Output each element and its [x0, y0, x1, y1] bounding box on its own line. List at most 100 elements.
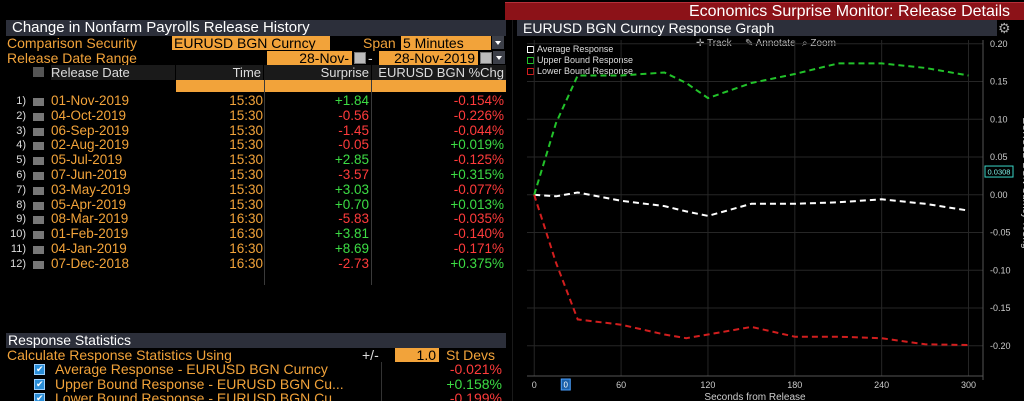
calc-stats-label: Calculate Response Statistics Using — [7, 347, 232, 363]
surprise-cell: +8.69 — [334, 240, 369, 256]
table-row[interactable]: 11) 04-Jan-2019 16:30 +8.69 -0.171% — [0, 240, 510, 257]
release-date-cell: 02-Aug-2019 — [51, 137, 130, 153]
column-divider — [371, 80, 372, 285]
table-row[interactable]: 12) 07-Dec-2018 16:30 -2.73 +0.375% — [0, 255, 510, 272]
legend-item[interactable]: Lower Bound Response — [527, 66, 633, 77]
release-table: 1) 01-Nov-2019 15:30 +1.84 -0.154% 2) 04-Oct-2… — [0, 93, 510, 272]
time-cell: 16:30 — [229, 255, 263, 271]
row-checkbox[interactable] — [33, 186, 44, 195]
current-value-text: 0.0308 — [988, 168, 1011, 177]
column-header-chg[interactable]: EURUSD BGN %Chg — [372, 65, 506, 80]
row-checkbox[interactable] — [33, 245, 44, 254]
surprise-filter-strip[interactable] — [265, 80, 371, 92]
table-row[interactable]: 2) 04-Oct-2019 15:30 -0.56 -0.226% — [0, 107, 510, 124]
row-number: 7) — [16, 183, 26, 196]
response-chart[interactable]: -0.20 -0.15 -0.10 -0.05 0.00 0.05 0.10 0.15 0.20… — [513, 20, 1024, 401]
chg-cell: +0.375% — [450, 255, 504, 271]
column-divider — [381, 376, 382, 392]
row-checkbox[interactable] — [33, 260, 44, 269]
x-tick-label: 300 — [961, 380, 976, 390]
upper-bound-checkbox[interactable] — [34, 377, 45, 391]
stats-row-value: +0.158% — [446, 375, 502, 392]
legend-item[interactable]: Average Response — [527, 44, 633, 55]
chg-cell: -0.226% — [453, 107, 504, 123]
table-row[interactable]: 10) 01-Feb-2019 16:30 +3.81 -0.140% — [0, 226, 510, 242]
column-header-release-date[interactable]: Release Date — [51, 65, 175, 80]
comparison-security-label: Comparison Security — [7, 35, 137, 51]
release-date-cell: 04-Oct-2019 — [51, 107, 127, 123]
response-graph-panel: EURUSD BGN Curncy Response Graph ⚙ ✛ Tra… — [512, 20, 1024, 401]
range-dropdown-icon[interactable] — [493, 51, 505, 64]
release-date-cell: 04-Jan-2019 — [51, 240, 127, 256]
chg-cell: -0.077% — [453, 181, 504, 197]
column-header-surprise[interactable]: Surprise — [264, 65, 371, 80]
row-checkbox[interactable] — [33, 231, 44, 240]
release-date-cell: 05-Jul-2019 — [51, 152, 123, 168]
gear-icon[interactable]: ⚙ — [998, 20, 1011, 36]
stats-row-value: -0.021% — [449, 361, 502, 377]
time-cell: 16:30 — [229, 211, 263, 227]
legend-item[interactable]: Upper Bound Response — [527, 55, 633, 66]
row-number: 11) — [10, 242, 26, 255]
y-tick-label: 0.20 — [990, 39, 1008, 49]
select-all-checkbox[interactable] — [33, 67, 44, 77]
time-filter-strip[interactable] — [176, 80, 264, 92]
row-checkbox[interactable] — [33, 171, 44, 180]
y-tick-label: 0.10 — [990, 114, 1008, 124]
row-checkbox[interactable] — [33, 142, 44, 151]
lower-bound-checkbox[interactable] — [34, 391, 45, 401]
span-field[interactable]: 5 Minutes — [401, 36, 491, 50]
time-cell: 16:30 — [229, 240, 263, 256]
x-cursor-tag — [560, 378, 571, 391]
surprise-cell: +3.81 — [334, 226, 369, 242]
release-date-cell: 07-Jun-2019 — [51, 166, 127, 182]
time-cell: 15:30 — [229, 196, 263, 212]
average-response-checkbox[interactable] — [34, 362, 45, 377]
table-row[interactable]: 4) 02-Aug-2019 15:30 -0.05 +0.019% — [0, 138, 510, 153]
row-checkbox[interactable] — [33, 216, 44, 225]
row-checkbox[interactable] — [33, 127, 44, 136]
row-checkbox[interactable] — [33, 157, 44, 166]
comparison-security-field[interactable]: EURUSD BGN Curncy — [172, 36, 330, 50]
row-checkbox[interactable] — [33, 201, 44, 210]
table-row[interactable]: 6) 07-Jun-2019 15:30 -3.57 +0.315% — [0, 166, 510, 183]
chg-cell: -0.125% — [453, 152, 504, 168]
y-axis-title: EURUSD BGN Curncy %Chg — [1020, 117, 1024, 248]
surprise-cell: -3.57 — [338, 166, 369, 182]
stats-row-lower: Lower Bound Response - EURUSD BGN Cu... … — [6, 391, 506, 401]
time-cell: 15:30 — [229, 122, 263, 138]
time-cell: 16:30 — [229, 226, 263, 242]
chg-cell: +0.315% — [450, 166, 504, 182]
chg-cell: +0.013% — [450, 196, 504, 212]
range-end-calendar-icon[interactable] — [480, 52, 492, 64]
table-row[interactable]: 3) 06-Sep-2019 15:30 -1.45 -0.044% — [0, 122, 510, 139]
table-row[interactable]: 9) 08-Mar-2019 16:30 -5.83 -0.035% — [0, 212, 510, 227]
row-number: 2) — [16, 109, 26, 122]
span-dropdown-icon[interactable] — [492, 36, 504, 49]
range-start-calendar-icon[interactable] — [354, 52, 366, 64]
row-number: 6) — [16, 168, 26, 181]
release-date-cell: 05-Apr-2019 — [51, 196, 127, 212]
chart-legend: Average Response Upper Bound Response Lo… — [527, 44, 633, 77]
row-checkbox[interactable] — [33, 112, 44, 121]
surprise-cell: +0.70 — [334, 196, 369, 212]
row-checkbox[interactable] — [33, 98, 44, 106]
table-row[interactable]: 7) 03-May-2019 15:30 +3.03 -0.077% — [0, 181, 510, 198]
row-number: 4) — [16, 139, 26, 152]
surprise-cell: +2.85 — [334, 152, 369, 168]
table-row[interactable]: 1) 01-Nov-2019 15:30 +1.84 -0.154% — [0, 93, 510, 109]
column-header-time[interactable]: Time — [176, 65, 263, 80]
y-tick-label: -0.05 — [990, 228, 1011, 238]
chg-filter-strip[interactable] — [372, 80, 506, 92]
std-dev-input[interactable]: 1.0 — [395, 348, 439, 362]
range-end-field[interactable]: 28-Nov-2019 — [379, 51, 478, 65]
chg-cell: -0.154% — [453, 93, 504, 108]
table-row[interactable]: 5) 05-Jul-2019 15:30 +2.85 -0.125% — [0, 152, 510, 168]
response-statistics-title: Response Statistics — [6, 333, 506, 348]
column-divider — [381, 391, 382, 401]
chg-cell: -0.140% — [453, 226, 504, 242]
range-start-field[interactable]: 28-Nov-2018 — [267, 51, 352, 79]
row-number: 5) — [16, 154, 26, 167]
release-history-panel: Change in Nonfarm Payrolls Release Histo… — [0, 20, 510, 401]
table-row[interactable]: 8) 05-Apr-2019 15:30 +0.70 +0.013% — [0, 196, 510, 213]
